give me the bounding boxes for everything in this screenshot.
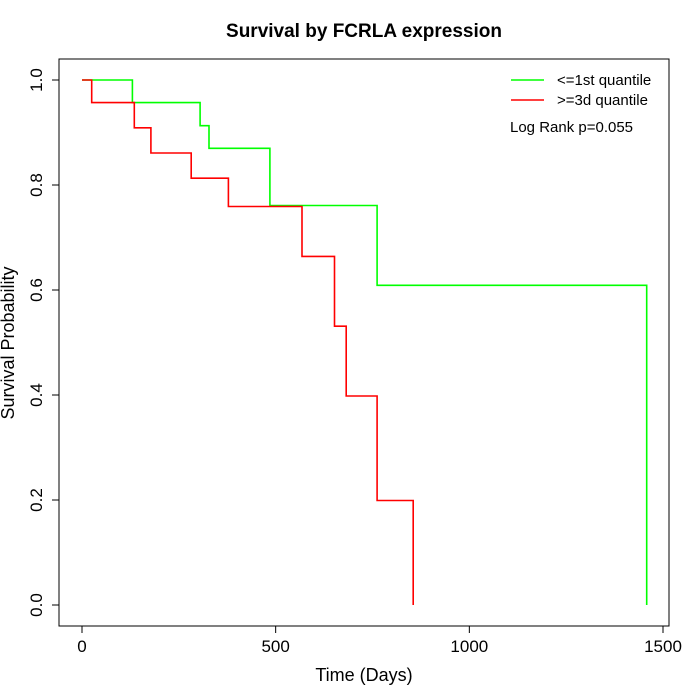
- legend: <=1st quantile >=3d quantile: [511, 72, 651, 109]
- x-tick-label: 1000: [450, 637, 488, 656]
- series-line-1: [82, 79, 414, 605]
- y-axis: 0.0 0.2 0.4 0.6 0.8 1.0: [27, 68, 60, 617]
- y-tick-label: 1.0: [27, 68, 46, 92]
- chart-title: Survival by FCRLA expression: [226, 21, 502, 42]
- series-layer: [82, 79, 648, 605]
- legend-label: >=3d quantile: [557, 92, 648, 109]
- x-tick-label: 1500: [644, 637, 682, 656]
- x-tick-label: 500: [261, 637, 289, 656]
- y-tick-label: 0.4: [27, 383, 46, 407]
- y-tick-label: 0.2: [27, 488, 46, 512]
- x-tick-label: 0: [77, 637, 86, 656]
- x-axis-label: Time (Days): [315, 665, 412, 685]
- x-axis: 0 500 1000 1500: [77, 625, 682, 656]
- y-tick-label: 0.8: [27, 173, 46, 197]
- legend-label: <=1st quantile: [557, 72, 651, 89]
- y-tick-label: 0.6: [27, 278, 46, 302]
- log-rank-annotation: Log Rank p=0.055: [510, 119, 633, 136]
- y-tick-label: 0.0: [27, 593, 46, 617]
- series-line-0: [82, 79, 648, 605]
- y-axis-label: Survival Probability: [0, 266, 18, 419]
